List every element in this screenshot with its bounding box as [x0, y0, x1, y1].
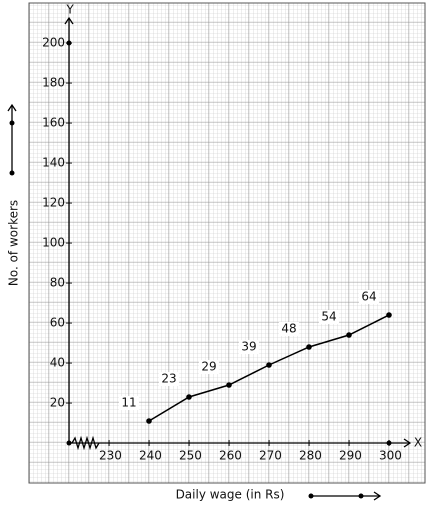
y-direction-head: [7, 103, 17, 112]
y-tick-label: 200: [42, 36, 65, 50]
label-bg: [319, 310, 339, 324]
graph-paper: [28, 2, 426, 484]
y-tick-label: 140: [42, 156, 65, 170]
y-tick-label: 40: [50, 356, 65, 370]
x-tick-label: 270: [259, 449, 282, 463]
x-tick-label: 230: [99, 449, 122, 463]
data-label: 48: [281, 322, 296, 336]
data-point: [346, 332, 352, 338]
axis-dot: [9, 120, 15, 126]
label-bg: [279, 322, 299, 336]
y-tick-label: 80: [50, 276, 65, 290]
y-tick-label: 160: [42, 116, 65, 130]
label-bg: [119, 396, 139, 410]
axis-dot: [308, 493, 314, 499]
data-point: [386, 312, 392, 318]
data-label: 11: [121, 396, 136, 410]
x-tick-label: 280: [299, 449, 322, 463]
y-tick-label: 120: [42, 196, 65, 210]
y-tick-label: 20: [50, 396, 65, 410]
x-tick-label: 300: [379, 449, 402, 463]
x-direction-head: [373, 491, 382, 501]
data-label: 64: [361, 290, 376, 304]
axes: [7, 16, 412, 501]
y-tick-label: 180: [42, 76, 65, 90]
y-axis-title: No. of workers: [7, 200, 21, 286]
y-tick-label: 100: [42, 236, 65, 250]
label-bg: [359, 290, 379, 304]
data-point: [226, 382, 232, 388]
data-point: [306, 344, 312, 350]
label-bg: [199, 360, 219, 374]
x-arrow: [403, 438, 412, 448]
x-tick-label: 290: [339, 449, 362, 463]
x-axis-letter: X: [414, 436, 422, 450]
x-tick-label: 250: [179, 449, 202, 463]
axis-dot: [9, 170, 15, 176]
axis-dot: [358, 493, 364, 499]
data-label: 39: [241, 340, 256, 354]
data-label: 29: [201, 360, 216, 374]
data-point: [266, 362, 272, 368]
data-point: [146, 418, 152, 424]
graph-grid: [28, 2, 426, 484]
data-label: 23: [161, 372, 176, 386]
data-label: 54: [321, 310, 336, 324]
label-bg: [239, 340, 259, 354]
x-tick-label: 240: [139, 449, 162, 463]
label-bg: [159, 372, 179, 386]
axis-break: [71, 435, 100, 451]
y-arrow: [64, 16, 74, 25]
origin-dot: [66, 440, 72, 446]
x-axis-title: Daily wage (in Rs): [176, 488, 285, 502]
y-tick-label: 60: [50, 316, 65, 330]
x-tick-label: 260: [219, 449, 242, 463]
y-axis-letter: Y: [65, 3, 74, 17]
data-point: [186, 394, 192, 400]
